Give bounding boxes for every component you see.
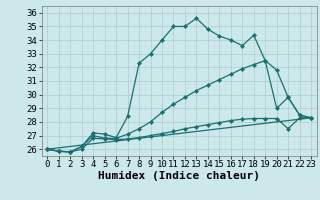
- X-axis label: Humidex (Indice chaleur): Humidex (Indice chaleur): [98, 171, 260, 181]
